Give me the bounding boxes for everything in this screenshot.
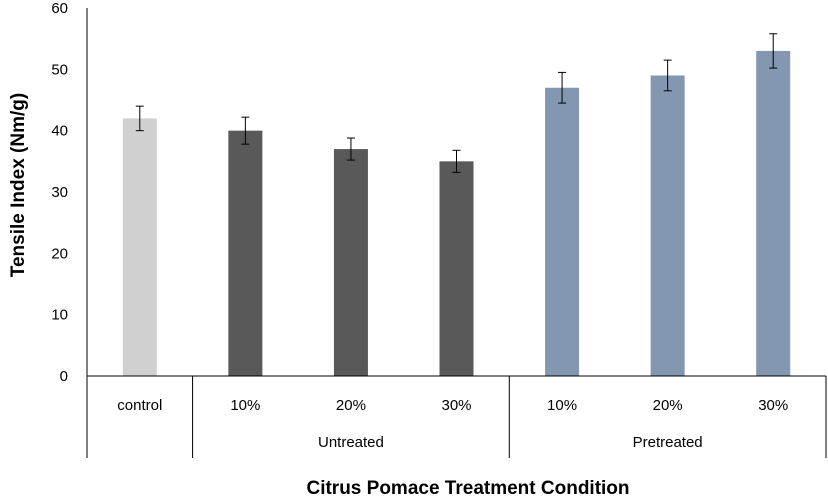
bar [333, 149, 368, 376]
y-tick-label: 40 [51, 123, 68, 140]
bar [545, 87, 580, 376]
axes [86, 8, 826, 377]
y-tick-label: 50 [51, 61, 68, 78]
bar [228, 130, 263, 376]
x-tick-label: 10% [547, 397, 577, 414]
error-bar [346, 137, 355, 161]
y-axis-title: Tensile Index (Nm/g) [8, 93, 29, 277]
bar [650, 75, 685, 376]
error-bar [663, 59, 672, 92]
x-tick-label: 20% [653, 397, 683, 414]
group-label: Pretreated [633, 434, 703, 451]
x-tick-label: 30% [758, 397, 788, 414]
y-tick-label: 30 [51, 184, 68, 201]
y-tick-label: 20 [51, 245, 68, 262]
error-bar [558, 71, 567, 104]
x-tick-label: control [117, 397, 162, 414]
error-bar [452, 149, 461, 173]
y-axis-ticks: 0 10 20 30 40 50 60 [51, 0, 68, 385]
error-bar [769, 33, 778, 69]
bar-series [122, 50, 791, 377]
x-tick-label: 20% [336, 397, 366, 414]
group-label: Untreated [318, 434, 384, 451]
y-tick-label: 60 [51, 0, 68, 17]
bar [439, 161, 474, 376]
x-axis-ticks: control 10% 20% 30% 10% 20% 30% [117, 397, 788, 414]
bar [756, 50, 791, 376]
x-axis-title: Citrus Pomace Treatment Condition [306, 478, 629, 498]
x-tick-label: 30% [441, 397, 471, 414]
error-bar [135, 105, 144, 132]
y-tick-label: 10 [51, 307, 68, 324]
bar [122, 118, 157, 377]
error-bars [135, 33, 778, 173]
x-axis-groups: Untreated Pretreated [86, 376, 827, 458]
error-bar [241, 116, 250, 145]
x-tick-label: 10% [230, 397, 260, 414]
y-tick-label: 0 [60, 368, 68, 385]
